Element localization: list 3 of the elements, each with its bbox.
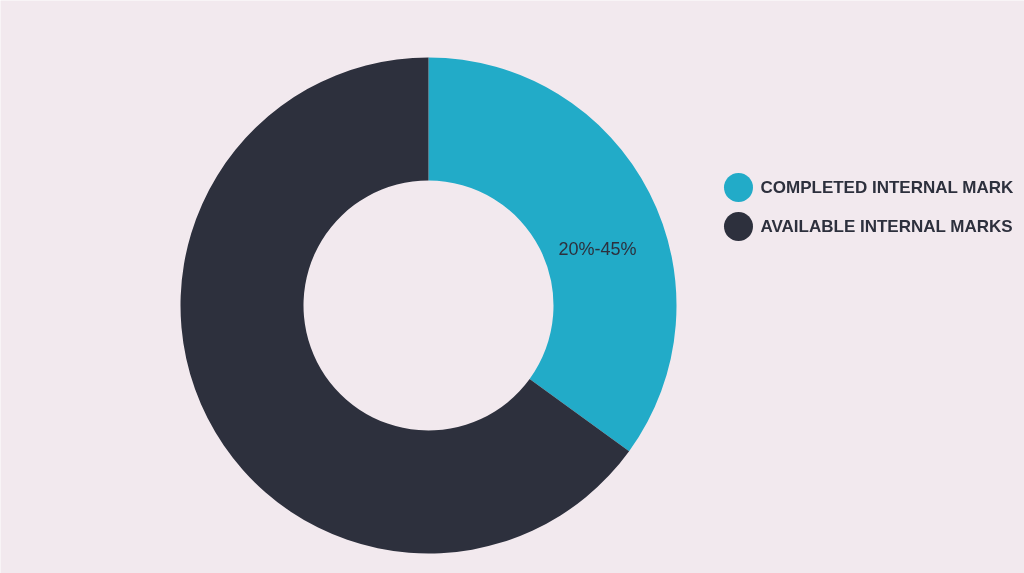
legend-label: AVAILABLE INTERNAL MARKS <box>760 217 1013 236</box>
text: 20%-45% <box>558 238 637 259</box>
legend-label: COMPLETED INTERNAL MARK <box>760 178 1015 197</box>
